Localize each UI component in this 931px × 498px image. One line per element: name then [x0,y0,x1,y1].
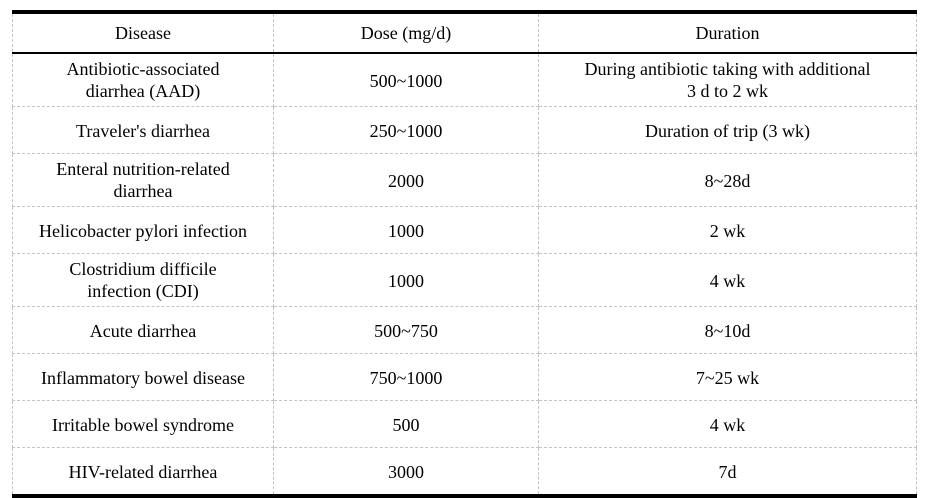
dose-text: 3000 [388,461,424,482]
cell-duration: During antibiotic taking with additional… [538,52,917,107]
disease-text: Inflammatory bowel disease [41,367,245,388]
table-row: HIV-related diarrhea 3000 7d [12,447,917,497]
table-row: Traveler's diarrhea 250~1000 Duration of… [12,106,917,154]
cell-dose: 500 [273,400,539,448]
table-row: Helicobacter pylori infection 1000 2 wk [12,206,917,254]
duration-text: 4 wk [709,270,746,291]
dose-text: 1000 [388,270,424,291]
disease-text: Acute diarrhea [89,320,197,341]
table-row: Acute diarrhea 500~750 8~10d [12,306,917,354]
disease-text: Irritable bowel syndrome [52,414,234,435]
cell-dose: 1000 [273,253,539,307]
cell-duration: 7d [538,447,917,497]
dose-text: 1000 [388,220,424,241]
table-row: Inflammatory bowel disease 750~1000 7~25… [12,353,917,401]
table-row: Clostridium difficile infection (CDI) 10… [12,253,917,307]
table-header: Disease Dose (mg/d) Duration [12,12,917,54]
duration-text: 2 wk [709,220,746,241]
disease-text: Clostridium difficile infection (CDI) [69,259,217,301]
cell-disease: Traveler's diarrhea [12,106,274,154]
disease-text: Traveler's diarrhea [75,120,211,141]
cell-duration: 4 wk [538,253,917,307]
cell-duration: 8~28d [538,153,917,207]
table-row: Irritable bowel syndrome 500 4 wk [12,400,917,448]
duration-text: During antibiotic taking with additional… [584,59,871,101]
column-header-duration: Duration [538,12,917,54]
cell-dose: 500~750 [273,306,539,354]
dose-text: 500 [392,414,420,435]
cell-dose: 750~1000 [273,353,539,401]
cell-duration: 4 wk [538,400,917,448]
column-header-dose: Dose (mg/d) [273,12,539,54]
disease-text: HIV-related diarrhea [68,461,218,482]
column-header-disease: Disease [12,12,274,54]
cell-disease: Irritable bowel syndrome [12,400,274,448]
dosage-table: Disease Dose (mg/d) Duration Antibiotic-… [12,10,917,498]
cell-dose: 2000 [273,153,539,207]
disease-text: Antibiotic-associated diarrhea (AAD) [66,59,220,101]
cell-disease: Acute diarrhea [12,306,274,354]
dose-text: 250~1000 [369,120,443,141]
cell-disease: Clostridium difficile infection (CDI) [12,253,274,307]
dose-text: 500~750 [374,320,438,341]
duration-text: 7~25 wk [695,367,760,388]
duration-text: 7d [718,461,737,482]
cell-disease: Enteral nutrition-related diarrhea [12,153,274,207]
cell-dose: 1000 [273,206,539,254]
cell-duration: 2 wk [538,206,917,254]
cell-disease: Helicobacter pylori infection [12,206,274,254]
cell-duration: 8~10d [538,306,917,354]
duration-text: 4 wk [709,414,746,435]
cell-duration: Duration of trip (3 wk) [538,106,917,154]
dose-text: 500~1000 [369,70,443,91]
disease-text: Helicobacter pylori infection [39,220,247,241]
cell-disease: HIV-related diarrhea [12,447,274,497]
page: Disease Dose (mg/d) Duration Antibiotic-… [12,10,917,498]
cell-duration: 7~25 wk [538,353,917,401]
duration-text: 8~10d [704,320,751,341]
dose-text: 750~1000 [369,367,443,388]
table-body: Antibiotic-associated diarrhea (AAD) 500… [12,52,917,497]
cell-dose: 250~1000 [273,106,539,154]
table-row: Antibiotic-associated diarrhea (AAD) 500… [12,52,917,107]
cell-dose: 500~1000 [273,52,539,107]
dose-text: 2000 [388,170,424,191]
header-row: Disease Dose (mg/d) Duration [12,12,917,54]
duration-text: Duration of trip (3 wk) [645,120,810,141]
table-row: Enteral nutrition-related diarrhea 2000 … [12,153,917,207]
cell-disease: Antibiotic-associated diarrhea (AAD) [12,52,274,107]
disease-text: Enteral nutrition-related diarrhea [56,159,230,201]
cell-dose: 3000 [273,447,539,497]
duration-text: 8~28d [704,170,751,191]
cell-disease: Inflammatory bowel disease [12,353,274,401]
